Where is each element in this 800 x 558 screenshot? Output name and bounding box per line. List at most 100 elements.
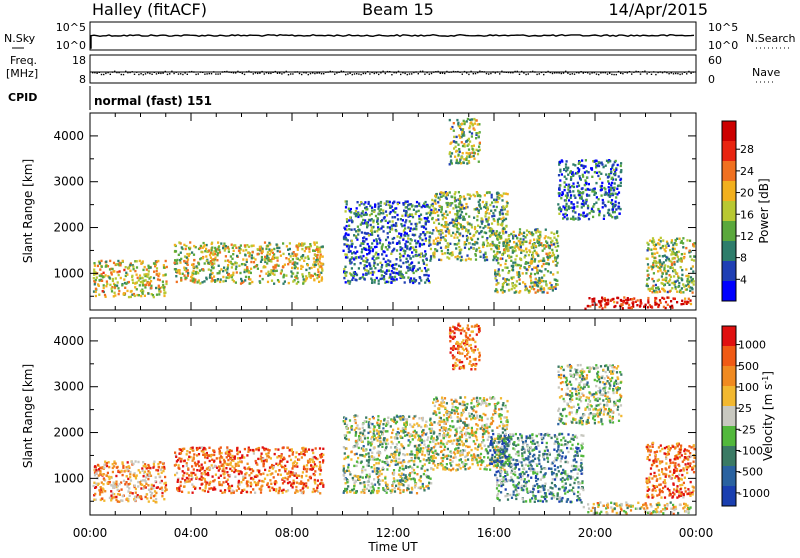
heatmap-cell (223, 473, 225, 475)
heatmap-cell (116, 271, 118, 273)
heatmap-cell (220, 455, 222, 457)
heatmap-cell (505, 239, 507, 241)
heatmap-cell (308, 248, 310, 250)
heatmap-cell (355, 279, 357, 281)
heatmap-cell (222, 247, 224, 249)
heatmap-cell (373, 239, 375, 241)
heatmap-cell (572, 216, 574, 218)
heatmap-cell (269, 253, 271, 255)
heatmap-cell (232, 247, 234, 249)
heatmap-cell (450, 128, 452, 130)
heatmap-cell (238, 470, 240, 472)
heatmap-cell (606, 160, 608, 162)
heatmap-cell (300, 265, 302, 267)
heatmap-cell (174, 262, 176, 264)
freq-dot (596, 73, 597, 74)
heatmap-cell (241, 454, 243, 456)
freq-dot (431, 73, 432, 74)
heatmap-cell (261, 480, 263, 482)
heatmap-cell (437, 197, 439, 199)
heatmap-cell (301, 447, 303, 449)
heatmap-cell (222, 468, 224, 470)
heatmap-cell (455, 233, 457, 235)
heatmap-cell (144, 266, 146, 268)
heatmap-cell (448, 257, 450, 259)
heatmap-cell (535, 278, 537, 280)
heatmap-cell (186, 261, 188, 263)
heatmap-cell (105, 285, 107, 287)
heatmap-cell (468, 148, 470, 150)
heatmap-cell (112, 471, 114, 473)
freq-dot (398, 71, 399, 72)
freq-dot (92, 72, 93, 73)
heatmap-cell (146, 493, 148, 495)
heatmap-cell (614, 193, 616, 195)
heatmap-cell (135, 492, 137, 494)
heatmap-cell (195, 272, 197, 274)
freq-dot (354, 73, 355, 74)
heatmap-cell (178, 467, 180, 469)
heatmap-cell (577, 218, 579, 220)
heatmap-cell (425, 253, 427, 255)
heatmap-cell (297, 272, 299, 274)
heatmap-cell (615, 178, 617, 180)
heatmap-cell (563, 168, 565, 170)
heatmap-cell (211, 249, 213, 251)
heatmap-cell (459, 256, 461, 258)
heatmap-cell (476, 241, 478, 243)
heatmap-cell (206, 457, 208, 459)
heatmap-cell (673, 298, 675, 300)
heatmap-cell (297, 267, 299, 269)
heatmap-cell (317, 254, 319, 256)
heatmap-cell (369, 268, 371, 270)
heatmap-cell (318, 281, 320, 283)
heatmap-cell (345, 206, 347, 208)
heatmap-cell (497, 201, 499, 203)
heatmap-cell (224, 249, 226, 251)
freq-dot (512, 72, 513, 73)
heatmap-cell (537, 254, 539, 256)
heatmap-cell (204, 471, 206, 473)
heatmap-cell (396, 258, 398, 260)
heatmap-cell (596, 172, 598, 174)
heatmap-cell (405, 240, 407, 242)
heatmap-cell (524, 236, 526, 238)
heatmap-cell (656, 291, 658, 293)
freq-dot (543, 74, 544, 75)
heatmap-cell (199, 478, 201, 480)
heatmap-cell (415, 211, 417, 213)
heatmap-cell (647, 263, 649, 265)
heatmap-cell (355, 237, 357, 239)
heatmap-cell (472, 248, 474, 250)
heatmap-cell (658, 304, 660, 306)
heatmap-cell (435, 202, 437, 204)
heatmap-cell (460, 157, 462, 159)
heatmap-cell (128, 281, 130, 283)
heatmap-cell (106, 280, 108, 282)
heatmap-cell (199, 247, 201, 249)
heatmap-cell (351, 219, 353, 221)
heatmap-cell (475, 258, 477, 260)
heatmap-cell (236, 262, 238, 264)
heatmap-cell (133, 474, 135, 476)
heatmap-cell (533, 284, 535, 286)
heatmap-cell (477, 132, 479, 134)
freq-dot (374, 73, 375, 74)
heatmap-cell (150, 488, 152, 490)
heatmap-cell (249, 278, 251, 280)
heatmap-cell (468, 160, 470, 162)
heatmap-cell (477, 225, 479, 227)
heatmap-cell (214, 465, 216, 467)
heatmap-cell (647, 297, 649, 299)
heatmap-cell (516, 280, 518, 282)
heatmap-cell (245, 472, 247, 474)
heatmap-cell (486, 237, 488, 239)
heatmap-cell (140, 290, 142, 292)
heatmap-cell (396, 249, 398, 251)
heatmap-cell (462, 134, 464, 136)
heatmap-cell (468, 242, 470, 244)
heatmap-cell (662, 283, 664, 285)
heatmap-cell (272, 252, 274, 254)
heatmap-cell (598, 198, 600, 200)
heatmap-cell (356, 465, 358, 467)
